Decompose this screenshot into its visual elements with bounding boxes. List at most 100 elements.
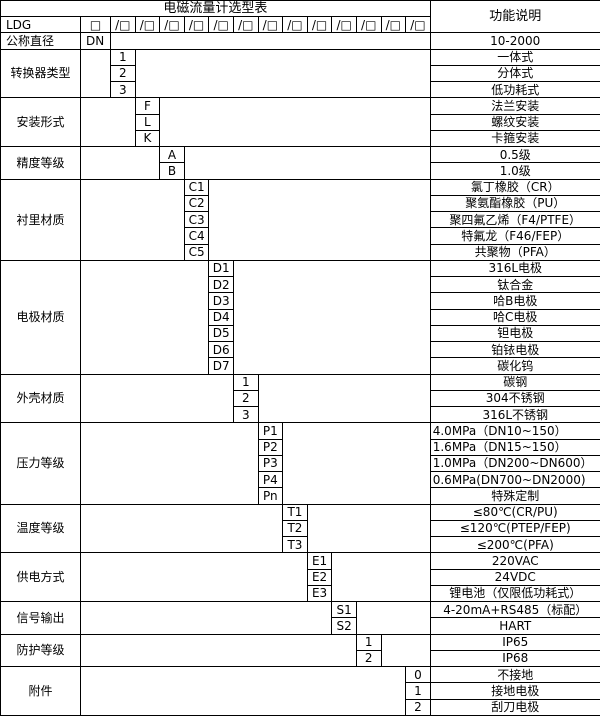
code-slot-cell: /□	[355, 15, 382, 34]
option-code: L	[134, 113, 161, 131]
option-code: T2	[282, 519, 308, 538]
option-function: 4.0MPa（DN10~150）	[429, 422, 600, 440]
option-function: 碳钢	[429, 373, 600, 391]
option-function: 不接地	[429, 665, 600, 684]
option-function: 220VAC	[429, 552, 600, 570]
code-slot-cell: /□	[159, 15, 185, 34]
table-row: C2 聚氨酯橡胶（PU）	[1, 194, 600, 213]
option-code: P4	[257, 470, 284, 489]
option-function: 分体式	[429, 64, 600, 83]
option-code: P2	[257, 438, 284, 456]
table-title: 电磁流量计选型表	[0, 0, 431, 17]
option-function: 接地电极	[429, 682, 600, 700]
option-function: 刮刀电极	[429, 698, 600, 716]
spacer-cell	[79, 146, 161, 180]
spacer-cell	[306, 503, 431, 554]
spacer-cell	[208, 178, 431, 261]
spacer-cell	[355, 601, 431, 635]
table-row: 安装形式 F 法兰安装	[0, 97, 600, 147]
option-code: P3	[257, 454, 284, 473]
table-row: D5 钽电极	[1, 324, 600, 343]
group-label-dn: 公称直径	[0, 32, 81, 50]
spacer-cell	[380, 633, 431, 667]
spacer-cell	[110, 32, 431, 50]
table-row: 防护等级 1 IP65	[0, 633, 600, 667]
option-function: 氯丁橡胶（CR）	[429, 178, 600, 196]
group-label: 衬里材质	[0, 178, 81, 261]
option-code: D3	[208, 292, 234, 310]
spacer-cell	[257, 373, 431, 424]
option-function: 卡箍安装	[429, 129, 600, 148]
option-code: F	[134, 97, 161, 115]
spacer-cell	[80, 178, 185, 261]
option-code: DN	[80, 32, 111, 50]
option-code: D2	[208, 275, 234, 294]
option-code: E3	[306, 584, 333, 603]
spacer-cell	[80, 633, 357, 667]
spacer-cell	[79, 503, 284, 554]
code-slot-cell: /□	[331, 15, 357, 34]
option-code: S2	[331, 617, 357, 635]
option-code: K	[134, 129, 161, 148]
option-function: 锂电池（仅限低功耗式）	[429, 584, 600, 603]
option-function: 24VDC	[429, 568, 600, 586]
code-slot-cell: /□	[134, 15, 161, 34]
group-label: 外壳材质	[0, 373, 81, 424]
spacer-cell	[80, 97, 136, 147]
table-row: 压力等级 P1 4.0MPa（DN10~150）	[0, 422, 600, 505]
option-function: 哈C电极	[429, 308, 600, 326]
spacer-cell	[80, 373, 234, 424]
table-row: E2 24VDC	[1, 568, 600, 586]
option-code: A	[159, 145, 185, 164]
spacer-cell	[183, 146, 431, 180]
option-code: 2	[232, 389, 259, 408]
option-function: ≤80℃(CR/PU)	[429, 503, 600, 521]
option-code: C1	[183, 178, 210, 196]
option-function: 特殊定制	[429, 487, 600, 505]
option-code: D1	[208, 259, 234, 278]
table-row: 衬里材质 C1 氯丁橡胶（CR）	[0, 178, 600, 261]
code-box-cell: □	[80, 15, 111, 34]
group-label: 电极材质	[0, 259, 81, 375]
group-label: 转换器类型	[0, 48, 81, 99]
option-code: 0	[405, 665, 431, 684]
option-code: E1	[306, 552, 333, 570]
code-slot-cell: /□	[380, 15, 407, 34]
function-column-header: 功能说明	[429, 0, 600, 34]
option-function: 一体式	[429, 48, 600, 66]
group-label: 信号输出	[0, 601, 81, 635]
group-label: 供电方式	[0, 552, 81, 602]
option-code: C4	[183, 227, 210, 245]
option-function: 0.6MPa(DN700~DN2000)	[429, 470, 600, 489]
option-function: 特氟龙（F46/FEP）	[429, 227, 600, 245]
table-row: 2 刮刀电极	[1, 698, 600, 716]
table-row: S2 HART	[1, 617, 600, 635]
table-row: B 1.0级	[1, 162, 600, 180]
spacer-cell	[80, 552, 308, 602]
table-row: 外壳材质 1 碳钢	[0, 373, 600, 424]
code-slot-cell: /□	[232, 15, 259, 34]
spacer-cell	[79, 259, 210, 375]
spacer-cell	[282, 422, 431, 505]
option-function: 10-2000	[429, 32, 600, 50]
table-row: 精度等级 A 0.5级	[0, 145, 600, 180]
option-code: 2	[355, 649, 382, 668]
code-slot-cell: /□	[183, 15, 210, 34]
option-code: Pn	[257, 487, 284, 505]
table-row: 1 接地电极	[1, 682, 600, 700]
spacer-cell	[134, 48, 431, 99]
option-code: 1	[405, 682, 431, 700]
table-row: 信号输出 S1 4-20mA+RS485（标配）	[0, 600, 600, 635]
option-function: 钛合金	[429, 275, 600, 294]
spacer-cell	[159, 97, 431, 147]
table-row: 电极材质 D1 316L电极	[0, 259, 600, 375]
option-code: 2	[405, 698, 431, 716]
table-row: 温度等级 T1 ≤80℃(CR/PU)	[0, 503, 600, 554]
option-code: D5	[208, 324, 234, 343]
table-row: 2 IP68	[1, 649, 600, 668]
option-function: 聚氨酯橡胶（PU）	[429, 194, 600, 213]
option-code: S1	[331, 600, 357, 619]
model-prefix-label: LDG	[0, 15, 81, 34]
